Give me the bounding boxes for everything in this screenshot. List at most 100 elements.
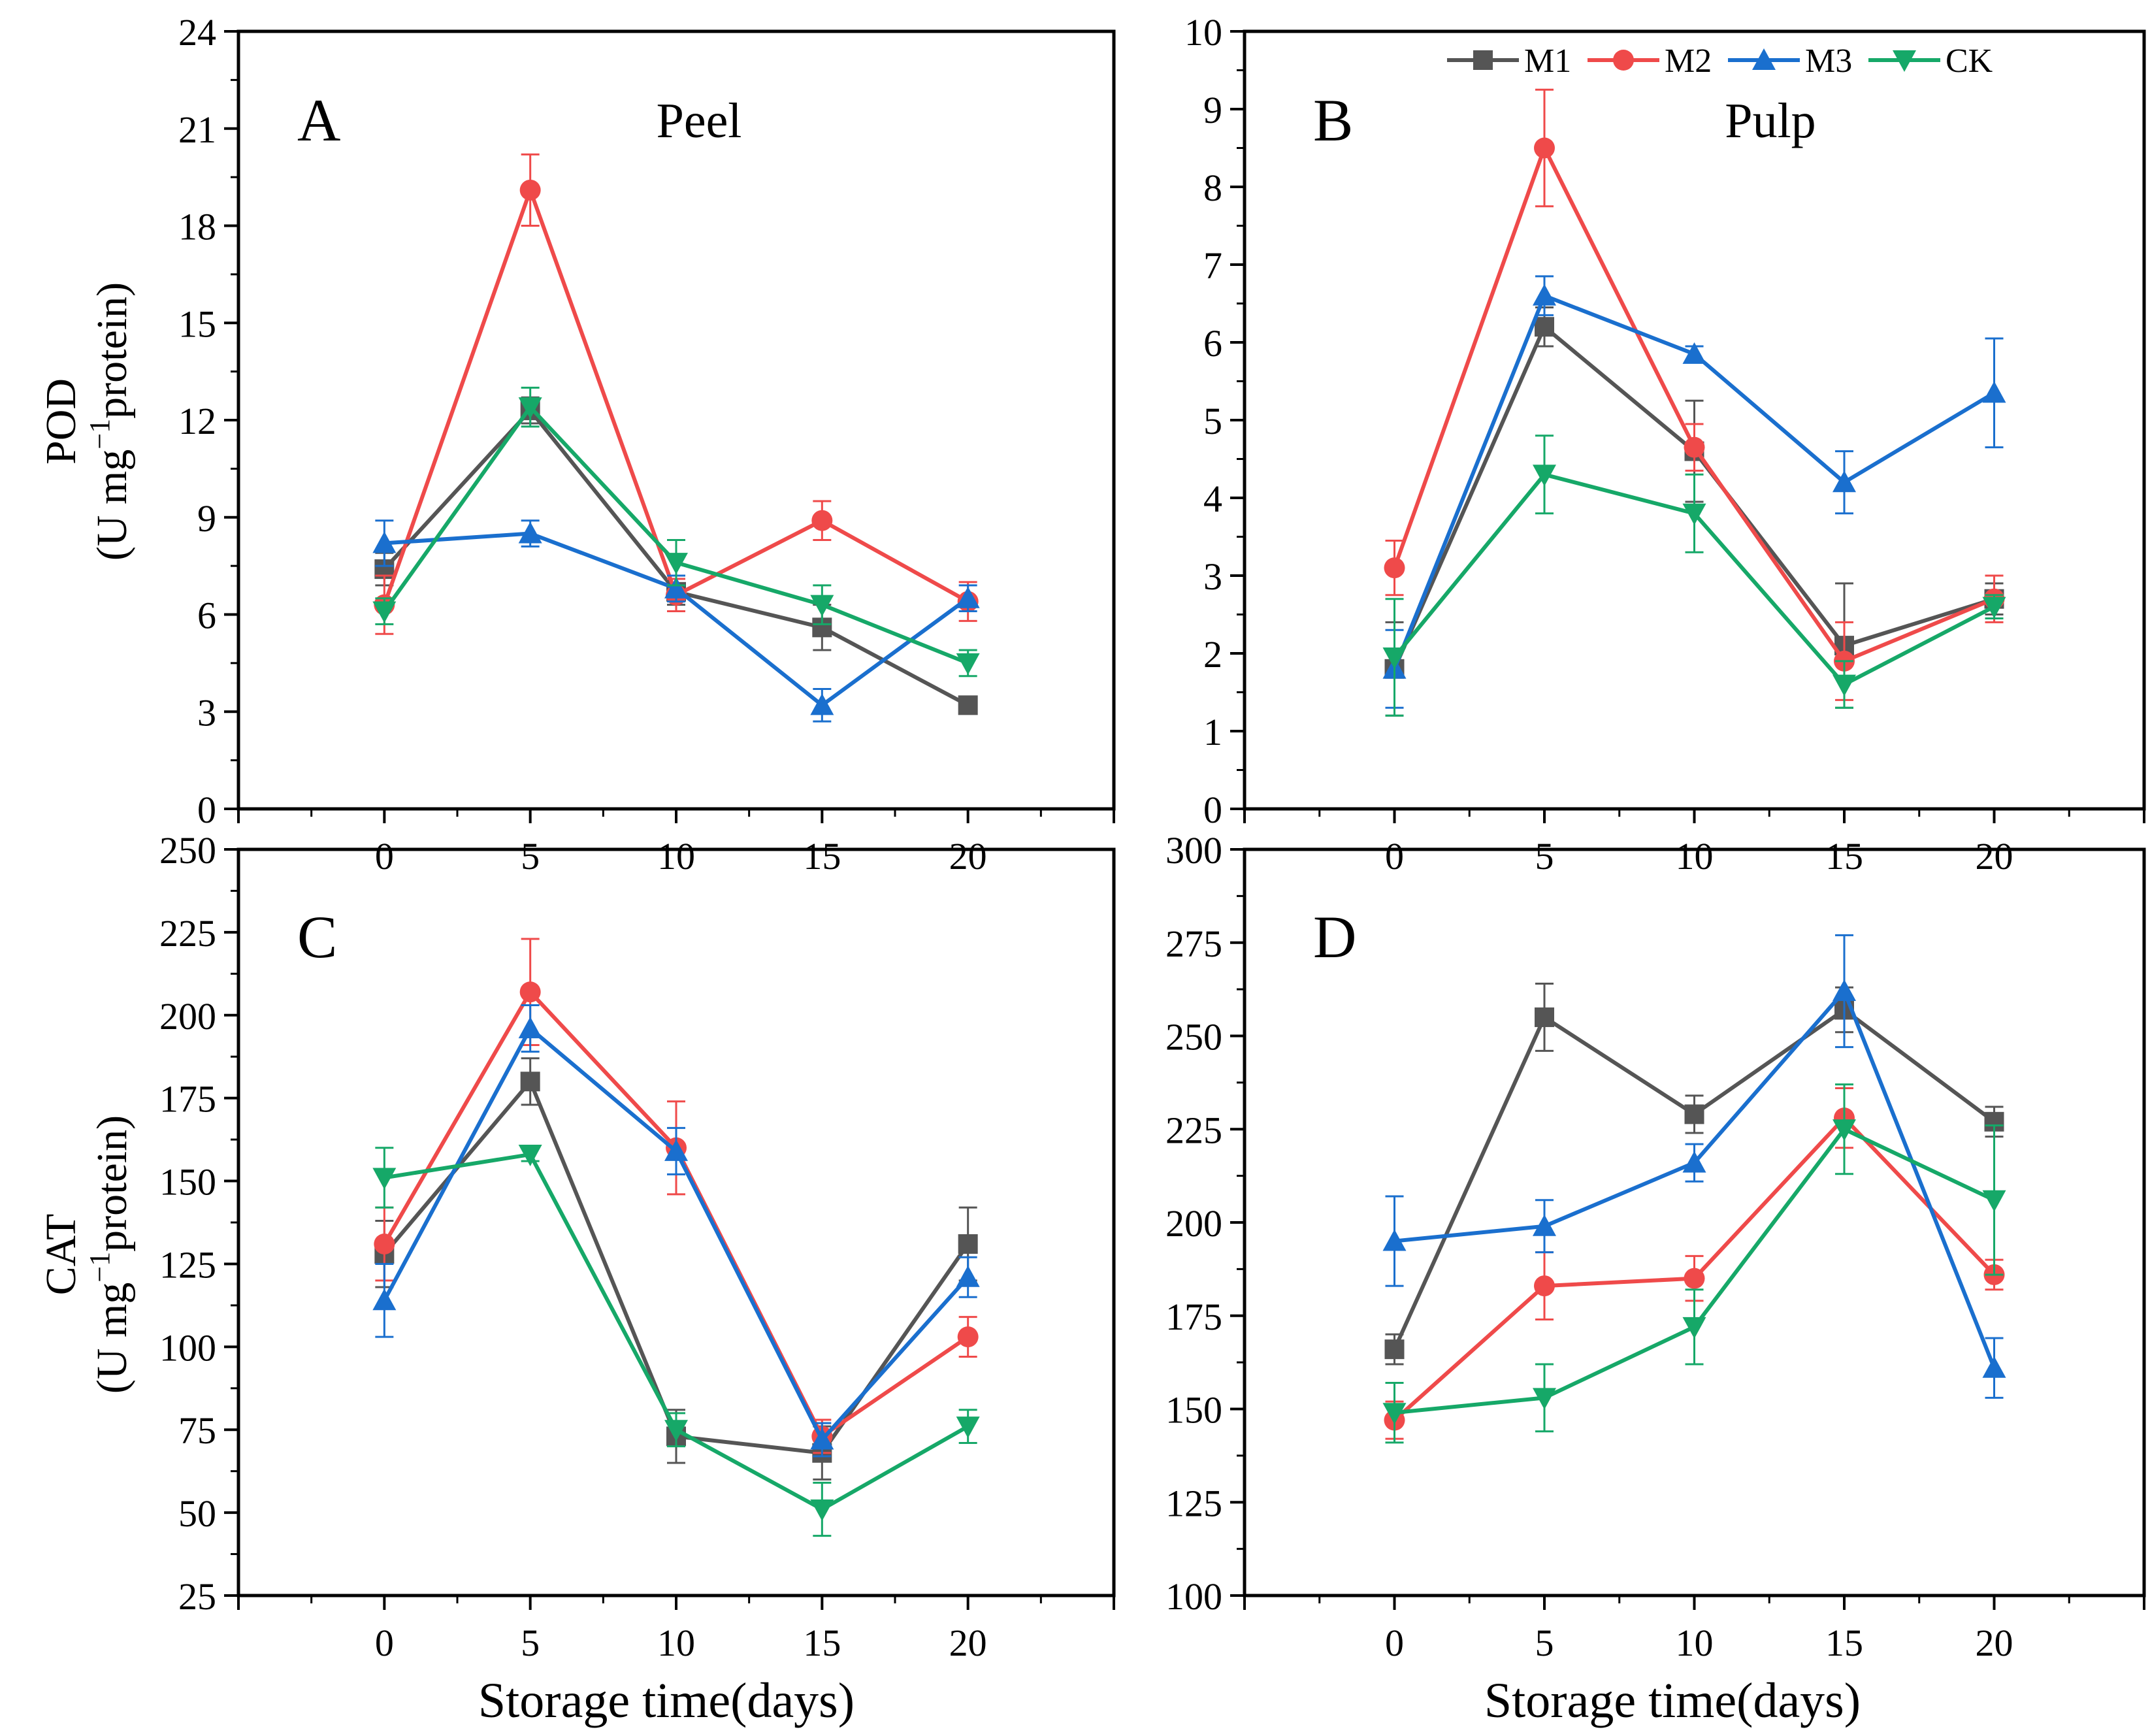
data-point-triangle — [1982, 381, 2006, 403]
data-point-triangle-down — [956, 653, 980, 675]
panel-letter: D — [1313, 904, 1356, 970]
y-tick-label: 6 — [197, 595, 216, 637]
data-point-triangle-down — [1382, 1403, 1407, 1425]
y-tick-label: 0 — [1203, 789, 1222, 831]
series-m2 — [374, 938, 979, 1454]
y-tick-label: 0 — [197, 789, 216, 831]
x-tick-label: 5 — [521, 1622, 540, 1664]
x-tick-label: 10 — [657, 835, 695, 877]
y-tick-label: 25 — [178, 1575, 216, 1618]
y-tick-label: 9 — [1203, 89, 1222, 131]
data-point-triangle — [1533, 284, 1556, 306]
y-tick-label: 8 — [1203, 167, 1222, 209]
row-label-pod-name: POD — [37, 378, 85, 465]
data-point-triangle-down — [1832, 1119, 1856, 1141]
data-point-triangle-down — [1682, 503, 1706, 525]
data-point-triangle-down — [1533, 1388, 1556, 1410]
data-point-triangle-down — [372, 601, 397, 623]
y-tick-label: 10 — [1184, 11, 1222, 54]
data-point-triangle-down — [1832, 674, 1856, 696]
legend-label: M2 — [1665, 42, 1712, 80]
data-point-triangle-down — [1982, 597, 2006, 619]
panel-letter: C — [297, 904, 337, 970]
x-tick-label: 20 — [1976, 835, 2013, 877]
y-tick-label: 15 — [178, 303, 216, 345]
data-point-triangle — [1533, 1214, 1556, 1236]
data-point-circle — [519, 179, 541, 201]
legend-label: CK — [1946, 42, 1993, 80]
data-point-triangle — [1682, 1151, 1706, 1173]
panel-title: Pulp — [1725, 93, 1816, 148]
series-m3 — [372, 519, 980, 723]
plot-frame — [1243, 847, 2146, 1597]
series-m3 — [1382, 934, 2006, 1399]
data-point-circle — [1534, 137, 1555, 159]
series-ck — [372, 1144, 980, 1537]
legend-label: M1 — [1524, 42, 1571, 80]
data-point-triangle — [1382, 1229, 1407, 1251]
data-point-triangle-down — [664, 1420, 688, 1442]
series-m3 — [372, 1004, 980, 1458]
data-point-circle — [374, 1233, 395, 1254]
data-point-circle — [1684, 436, 1705, 458]
y-tick-label: 50 — [178, 1492, 216, 1535]
y-tick-label: 3 — [1203, 555, 1222, 598]
data-point-triangle — [1982, 1356, 2006, 1378]
y-tick-label: 250 — [1165, 1016, 1222, 1058]
legend-marker-square — [1473, 50, 1493, 70]
row-label-cat-unit: (U mg−1protein) — [84, 1115, 136, 1394]
x-tick-label: 5 — [521, 835, 540, 877]
data-point-circle — [1684, 1268, 1705, 1289]
x-tick-label: 0 — [1385, 835, 1404, 877]
data-point-triangle — [810, 693, 834, 715]
x-tick-label: 0 — [1385, 1622, 1404, 1664]
panel-a: 0 3 6 9 12 15 18 21 24 0 5 10 15 20 A Peel — [178, 11, 1116, 877]
panel-title: Peel — [657, 93, 742, 148]
data-point-circle — [1384, 557, 1405, 579]
series-ck — [1382, 434, 2006, 717]
x-tick-label: 15 — [1825, 835, 1863, 877]
y-tick-label: 5 — [1203, 400, 1222, 442]
data-point-square — [1535, 1007, 1554, 1027]
series-m2 — [1384, 1087, 2005, 1440]
y-tick-label: 6 — [1203, 322, 1222, 365]
y-tick-label: 18 — [178, 206, 216, 248]
x-tick-label: 20 — [949, 835, 987, 877]
legend-item-ck: CK — [1868, 42, 1993, 80]
y-tick-label: 175 — [1165, 1296, 1222, 1338]
legend-item-m2: M2 — [1588, 42, 1712, 80]
series-ck — [372, 386, 980, 678]
x-axis-label-left: Storage time(days) — [478, 1673, 855, 1728]
data-point-triangle — [518, 1017, 542, 1039]
data-point-square — [958, 1234, 978, 1254]
legend-marker-circle — [1613, 50, 1634, 71]
y-tick-label: 2 — [1203, 633, 1222, 676]
data-point-square — [1535, 317, 1554, 337]
data-point-triangle — [372, 1288, 397, 1311]
legend-label: M3 — [1805, 42, 1852, 80]
data-point-triangle-down — [1682, 1317, 1706, 1339]
data-point-triangle — [664, 1139, 688, 1161]
data-point-triangle-down — [1982, 1190, 2006, 1212]
row-label-pod: POD (U mg−1protein) — [37, 282, 136, 561]
x-tick-label: 15 — [803, 1622, 841, 1664]
data-point-triangle-down — [810, 1499, 834, 1522]
x-tick-label: 10 — [1676, 1622, 1714, 1664]
y-tick-label: 7 — [1203, 244, 1222, 287]
data-point-triangle — [1682, 342, 1706, 364]
data-point-triangle-down — [810, 595, 834, 617]
y-tick-label: 300 — [1165, 829, 1222, 872]
y-tick-label: 9 — [197, 497, 216, 540]
data-point-triangle-down — [1533, 465, 1556, 487]
legend-item-m1: M1 — [1447, 42, 1571, 80]
data-point-triangle-down — [518, 397, 542, 419]
data-point-square — [520, 1072, 540, 1092]
y-tick-label: 1 — [1203, 711, 1222, 753]
series-m2 — [1384, 88, 2005, 701]
data-point-circle — [811, 510, 833, 531]
y-tick-label: 100 — [1165, 1575, 1222, 1618]
y-tick-label: 175 — [159, 1078, 216, 1121]
data-point-triangle-down — [956, 1417, 980, 1439]
y-tick-label: 3 — [197, 691, 216, 734]
data-point-triangle-down — [518, 1144, 542, 1166]
